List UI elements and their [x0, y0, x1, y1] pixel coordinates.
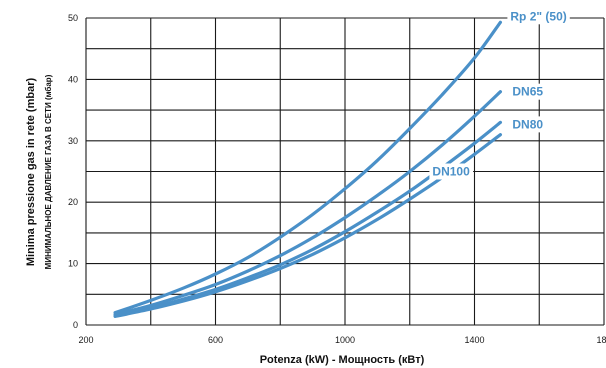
y-tick-label: 20: [68, 197, 78, 207]
x-tick-label: 200: [78, 335, 93, 345]
y-tick-label: 0: [73, 320, 78, 330]
series-label-background: [509, 83, 547, 100]
x-axis-ticks: 200 600 1000 1400 180: [78, 335, 606, 345]
series-label-background: [509, 116, 547, 133]
series-label-background: [429, 163, 474, 180]
x-tick-label: 180: [596, 335, 606, 345]
series-label: Rp 2" (50): [510, 9, 566, 23]
y-tick-label: 10: [68, 259, 78, 269]
x-tick-label: 600: [208, 335, 223, 345]
y-axis-ticks: 0 10 20 30 40 50: [68, 13, 78, 330]
y-axis-title-primary: Minima pressione gas in rete (mbar): [25, 78, 37, 267]
series-label: DN80: [512, 117, 543, 131]
series-line: [113, 90, 502, 317]
x-axis-title: Potenza (kW) - Мощность (кВт): [260, 354, 425, 366]
y-tick-label: 30: [68, 136, 78, 146]
y-axis-title-secondary: МИНИМАЛЬНОЕ ДАВЛЕНИЕ ГАЗА В СЕТИ (мбар): [44, 74, 53, 269]
y-tick-label: 50: [68, 13, 78, 23]
series-label: DN100: [432, 165, 470, 179]
series-label: DN65: [512, 85, 543, 99]
grid: [85, 17, 605, 326]
series-label-background: [507, 8, 570, 25]
x-tick-label: 1000: [335, 335, 355, 345]
series-line: [113, 133, 502, 318]
y-tick-label: 40: [68, 74, 78, 84]
series-line: [113, 20, 502, 315]
series-labels: Rp 2" (50) DN65 DN80 DN100: [429, 8, 570, 180]
x-tick-label: 1400: [464, 335, 484, 345]
